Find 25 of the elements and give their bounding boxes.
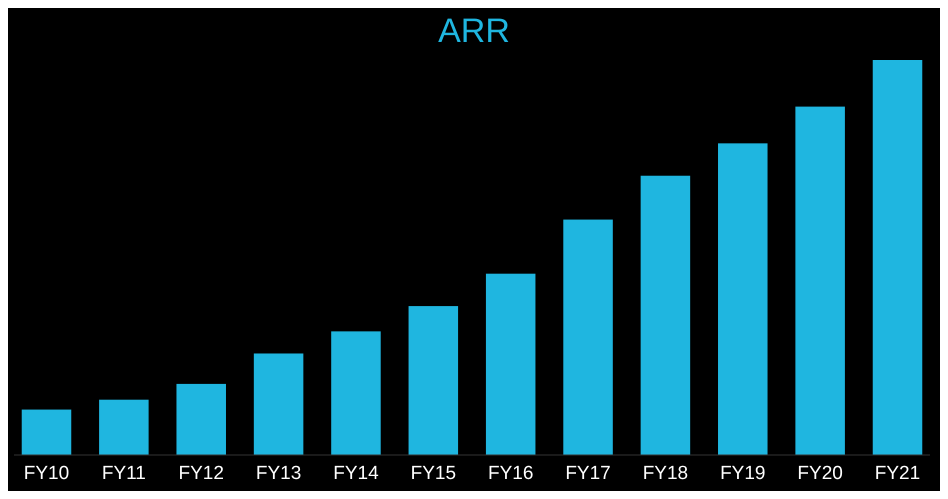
x-tick-label: FY14 [333, 463, 380, 484]
x-tick-label: FY19 [720, 463, 766, 484]
bar [22, 410, 72, 455]
bar [254, 353, 304, 455]
x-tick-label: FY18 [642, 463, 688, 484]
x-tick-label: FY15 [410, 463, 456, 484]
x-tick-label: FY13 [256, 463, 302, 484]
x-tick-label: FY10 [24, 463, 70, 484]
x-tick-label: FY17 [565, 463, 611, 484]
x-tick-label: FY11 [102, 463, 146, 484]
bar [408, 306, 458, 455]
bar [563, 220, 613, 455]
x-tick-label: FY12 [178, 463, 224, 484]
bar [176, 384, 226, 455]
bar [486, 274, 536, 455]
bar [795, 106, 845, 455]
x-tick-label: FY21 [874, 463, 920, 484]
bar [640, 176, 690, 455]
x-tick-label: FY16 [488, 463, 534, 484]
bar [331, 331, 381, 455]
chart-title: ARR [438, 12, 510, 50]
bar [99, 400, 149, 455]
bar [718, 143, 768, 455]
bar [872, 60, 922, 455]
x-tick-label: FY20 [797, 463, 843, 484]
